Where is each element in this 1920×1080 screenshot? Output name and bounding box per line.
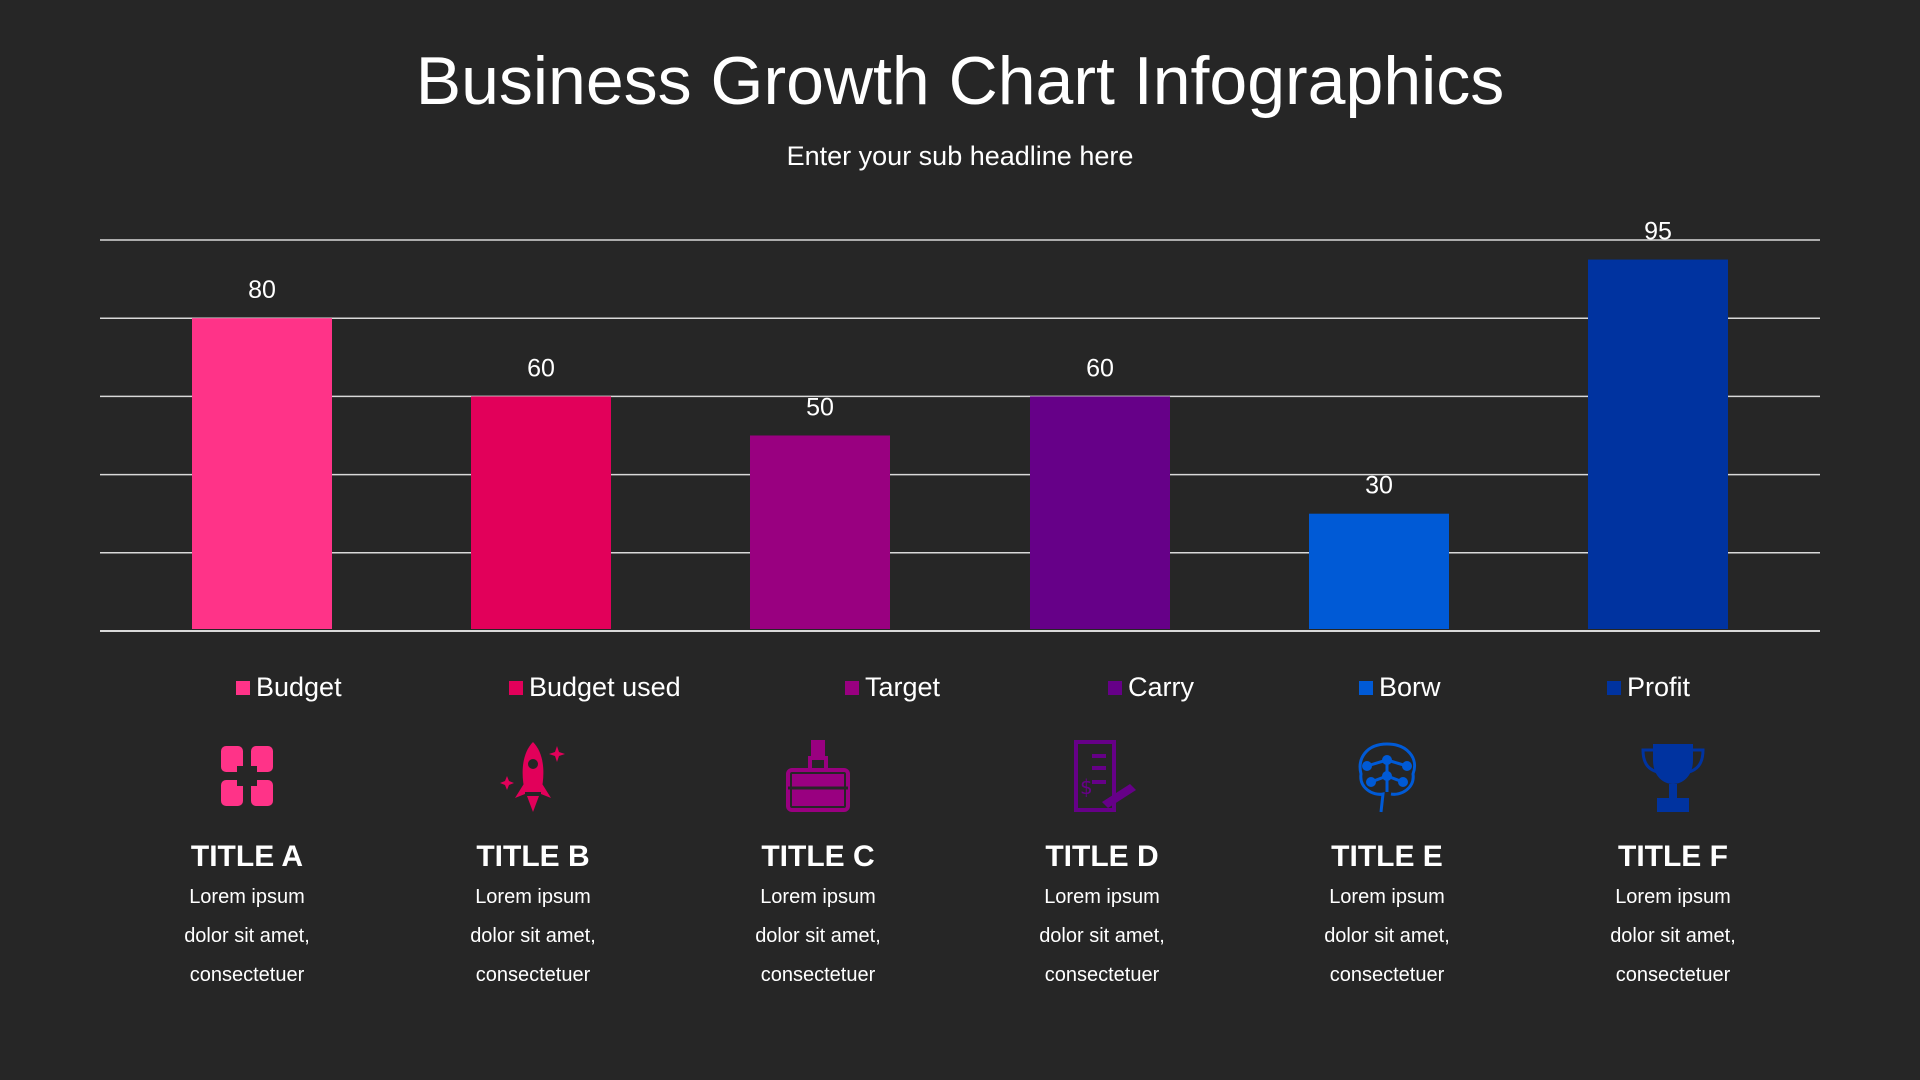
data-label: 80 [248,276,276,304]
briefcase-icon [786,740,850,812]
legend-item: Target [845,672,940,703]
text-line: dolor sit amet, [470,925,596,947]
text-line: consectetuer [475,964,591,986]
column-title: TITLE C [761,840,875,873]
info-column: TITLE B Lorem ipsum dolor sit amet, consec… [403,736,663,995]
text-line: Lorem ipsum [189,886,305,908]
text-line: Lorem ipsum [760,886,876,908]
bar-2 [750,435,890,629]
column-title: TITLE E [1331,840,1443,873]
text-line: dolor sit amet, [1324,925,1450,947]
info-column: TITLE C Lorem ipsum dolor sit amet, consec… [688,736,948,995]
text-line: consectetuer [760,964,876,986]
info-column: $ TITLE D Lorem ipsum dolor sit amet, cons… [972,736,1232,995]
legend-label: Budget [256,672,342,702]
bar-5 [1588,259,1728,629]
column-title: TITLE B [476,840,590,873]
column-text: Lorem ipsum dolor sit amet, consectetuer [1543,878,1803,995]
text-line: consectetuer [189,964,305,986]
hands-teamwork-icon [221,746,273,806]
text-line: dolor sit amet, [755,925,881,947]
legend-label: Target [865,672,941,702]
bar-1 [471,396,611,629]
data-label: 95 [1644,218,1672,246]
legend-swatch [1607,680,1621,695]
data-label: 60 [1086,354,1114,382]
legend-item: Carry [1108,672,1194,703]
legend-swatch [509,680,523,695]
text-line: consectetuer [1044,964,1160,986]
svg-text:$: $ [1080,775,1093,799]
data-label: 50 [806,394,834,422]
legend-label: Budget used [529,672,681,702]
bar-4 [1309,513,1449,629]
text-line: Lorem ipsum [1615,886,1731,908]
text-line: Lorem ipsum [1044,886,1160,908]
info-column: TITLE E Lorem ipsum dolor sit amet, consec… [1257,736,1517,995]
legend-swatch [1359,680,1373,695]
column-text: Lorem ipsum dolor sit amet, consectetuer [972,878,1232,995]
data-label: 60 [527,354,555,382]
column-text: Lorem ipsum dolor sit amet, consectetuer [688,878,948,995]
legend-label: Profit [1627,672,1691,702]
bar-0 [192,318,332,629]
text-line: dolor sit amet, [1610,925,1736,947]
rocket-icon [500,742,565,812]
legend-label: Borw [1379,672,1441,702]
column-title: TITLE A [190,840,304,873]
column-text: Lorem ipsum dolor sit amet, consectetuer [1257,878,1517,995]
text-line: consectetuer [1615,964,1731,986]
trophy-icon [1641,744,1705,812]
legend-item: Budget used [509,672,681,703]
column-title: TITLE D [1045,840,1159,873]
text-line: dolor sit amet, [1039,925,1165,947]
legend-swatch [1108,680,1122,695]
text-line: Lorem ipsum [1329,886,1445,908]
column-title: TITLE F [1618,840,1728,873]
legend-label: Carry [1128,672,1194,702]
legend-swatch [845,680,859,695]
brain-network-icon [1358,742,1416,813]
page-subtitle: Enter your sub headline here [786,141,1134,171]
legend-item: Budget [236,672,342,703]
info-column: TITLE A Lorem ipsum dolor sit amet, consec… [117,736,377,995]
legend-item: Profit [1607,672,1690,703]
column-text: Lorem ipsum dolor sit amet, consectetuer [117,878,377,995]
legend-item: Borw [1359,672,1441,703]
text-line: consectetuer [1329,964,1445,986]
info-column: TITLE F Lorem ipsum dolor sit amet, consec… [1543,736,1803,995]
text-line: dolor sit amet, [184,925,310,947]
column-text: Lorem ipsum dolor sit amet, consectetuer [403,878,663,995]
legend-swatch [236,680,250,695]
data-label: 30 [1365,472,1393,500]
page-title: Business Growth Chart Infographics [415,43,1505,119]
invoice-icon: $ [1074,740,1136,812]
text-line: Lorem ipsum [475,886,591,908]
bar-3 [1030,396,1170,629]
